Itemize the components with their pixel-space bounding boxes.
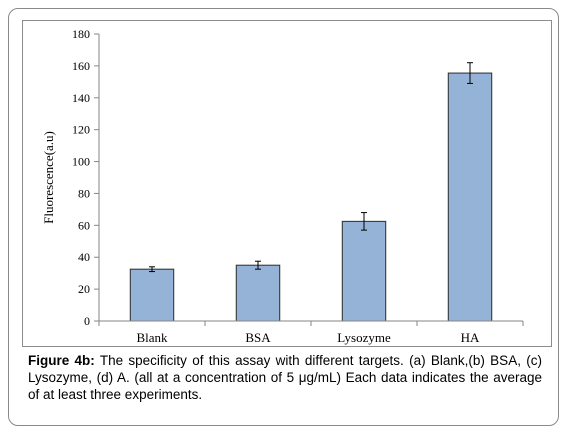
y-tick-label: 60 — [78, 218, 90, 232]
y-tick-label: 100 — [72, 155, 90, 169]
figure-caption: Figure 4b: The specificity of this assay… — [28, 352, 542, 403]
bar-ha — [447, 72, 493, 322]
y-tick-label: 120 — [72, 123, 90, 137]
y-tick-label: 80 — [78, 186, 90, 200]
y-tick-label: 20 — [78, 282, 90, 296]
caption-text: The specificity of this assay with diffe… — [28, 353, 542, 402]
bars — [129, 62, 493, 322]
y-tick-label: 180 — [72, 27, 90, 41]
y-tick-label: 0 — [84, 314, 90, 328]
y-tick-label: 40 — [78, 250, 90, 264]
bar-lysozyme — [341, 220, 387, 322]
caption-label: Figure 4b: — [28, 353, 95, 368]
y-tick-label: 160 — [72, 59, 90, 73]
x-category-label: Lysozyme — [337, 330, 391, 345]
x-axis: Blank BSA Lysozyme HA — [98, 320, 524, 345]
bar-chart: 0 20 40 60 80 100 120 140 160 180 Blank BSA Lysozym… — [41, 27, 524, 345]
chart-area: 0 20 40 60 80 100 120 140 160 180 Blank BSA Lysozym… — [22, 20, 552, 347]
bar-bsa — [235, 264, 281, 322]
bar-blank — [129, 268, 175, 322]
y-axis-title: Fluorescence(a.u) — [41, 131, 56, 224]
x-category-label: BSA — [245, 330, 271, 345]
y-axis: 0 20 40 60 80 100 120 140 160 180 — [72, 27, 100, 328]
x-category-label: Blank — [136, 330, 168, 345]
y-tick-label: 140 — [72, 91, 90, 105]
x-category-label: HA — [461, 330, 480, 345]
